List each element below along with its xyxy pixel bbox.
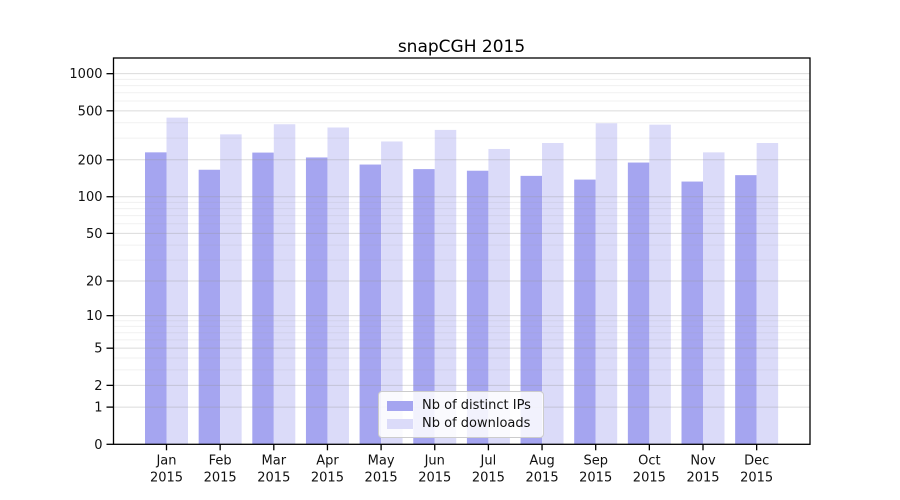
x-tick-label-year-oct: 2015 <box>633 470 666 485</box>
legend-item-downloads: Nb of downloads <box>387 417 543 430</box>
bar-distinct-ips-dec <box>735 175 757 445</box>
x-tick-label-month-nov: Nov <box>690 453 716 468</box>
legend-label-downloads: Nb of downloads <box>422 416 531 431</box>
x-tick-label-month-jun: Jun <box>424 453 445 468</box>
bar-downloads-jul <box>488 148 510 445</box>
x-tick-label-year-jan: 2015 <box>150 470 183 485</box>
bar-downloads-oct <box>649 124 671 445</box>
legend-label-distinct-ips: Nb of distinct IPs <box>422 398 531 413</box>
bar-downloads-sep <box>595 123 618 445</box>
legend-item-distinct-ips: Nb of distinct IPs <box>387 399 543 412</box>
x-tick-label-year-jun: 2015 <box>418 470 451 485</box>
y-tick-label-1: 1 <box>94 401 102 416</box>
x-tick-label-month-oct: Oct <box>638 453 660 468</box>
legend-swatch-downloads <box>387 418 413 429</box>
chart-title: snapCGH 2015 <box>397 37 526 57</box>
bar-downloads-dec <box>756 142 779 445</box>
x-tick-label-month-sep: Sep <box>583 453 608 468</box>
bar-distinct-ips-feb <box>198 169 221 445</box>
bar-downloads-mar <box>273 124 296 445</box>
bar-downloads-jan <box>166 117 188 445</box>
bar-distinct-ips-mar <box>252 152 274 445</box>
y-tick-label-500: 500 <box>78 104 103 119</box>
y-tick-label-0: 0 <box>94 438 102 453</box>
bar-distinct-ips-nov <box>681 181 703 445</box>
x-tick-label-month-jul: Jul <box>480 453 497 468</box>
bar-distinct-ips-jan <box>145 152 167 445</box>
bar-downloads-aug <box>542 142 564 445</box>
y-tick-label-2: 2 <box>94 379 102 394</box>
y-tick-label-50: 50 <box>86 227 103 242</box>
x-tick-label-month-jan: Jan <box>155 453 176 468</box>
x-tick-label-month-apr: Apr <box>316 453 339 468</box>
bar-distinct-ips-sep <box>574 179 596 445</box>
bar-downloads-jun <box>434 129 457 445</box>
bar-downloads-may <box>381 141 403 445</box>
y-tick-label-10: 10 <box>86 309 103 324</box>
x-tick-label-year-nov: 2015 <box>686 470 719 485</box>
bar-distinct-ips-aug <box>520 175 543 445</box>
y-tick-label-1000: 1000 <box>69 67 102 82</box>
bar-downloads-apr <box>327 127 349 445</box>
x-tick-label-month-feb: Feb <box>209 453 232 468</box>
legend-swatch-distinct-ips <box>387 400 413 411</box>
x-tick-label-year-jul: 2015 <box>472 470 505 485</box>
bar-distinct-ips-may <box>359 164 382 445</box>
y-tick-label-200: 200 <box>78 153 103 168</box>
bar-distinct-ips-jun <box>413 169 435 445</box>
legend: Nb of distinct IPs Nb of downloads <box>378 391 544 438</box>
bar-downloads-feb <box>220 134 242 445</box>
y-tick-label-5: 5 <box>94 342 102 357</box>
bar-distinct-ips-jul <box>466 170 489 445</box>
bar-distinct-ips-oct <box>627 162 650 445</box>
x-tick-label-month-may: May <box>368 453 395 468</box>
x-tick-label-year-feb: 2015 <box>204 470 237 485</box>
x-tick-label-year-dec: 2015 <box>740 470 773 485</box>
x-tick-label-year-mar: 2015 <box>257 470 290 485</box>
y-tick-label-100: 100 <box>78 190 103 205</box>
x-tick-label-year-sep: 2015 <box>579 470 612 485</box>
x-tick-label-month-mar: Mar <box>262 453 287 468</box>
x-tick-label-month-aug: Aug <box>529 453 554 468</box>
bar-distinct-ips-apr <box>305 157 328 445</box>
x-tick-label-year-may: 2015 <box>365 470 398 485</box>
x-tick-label-month-dec: Dec <box>744 453 769 468</box>
y-tick-label-20: 20 <box>86 274 103 289</box>
x-tick-label-year-aug: 2015 <box>526 470 559 485</box>
plot-border <box>112 57 811 445</box>
x-tick-label-year-apr: 2015 <box>311 470 344 485</box>
bar-downloads-nov <box>703 152 725 445</box>
